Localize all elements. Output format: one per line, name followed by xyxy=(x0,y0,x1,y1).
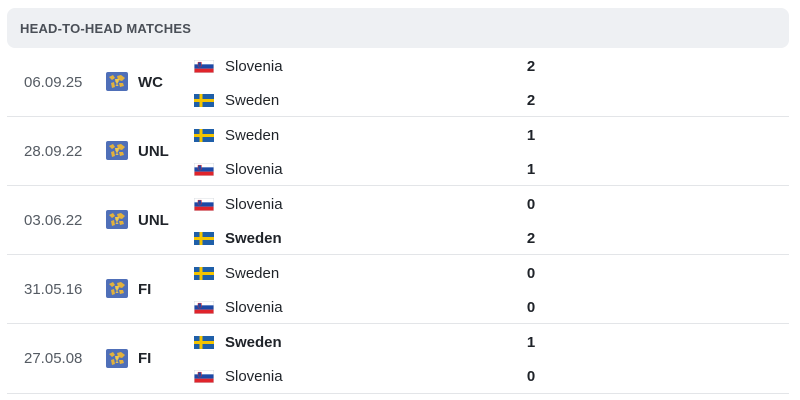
home-team: Sweden xyxy=(194,263,279,283)
match-row[interactable]: 03.06.22 UNL Slovenia Sweden 0 2 xyxy=(7,186,789,255)
match-date: 03.06.22 xyxy=(24,211,83,229)
world-map-trophy-icon xyxy=(106,348,128,368)
world-map-trophy-icon xyxy=(106,210,128,229)
home-team: Slovenia xyxy=(194,194,283,214)
away-score: 2 xyxy=(526,91,536,109)
match-row[interactable]: 06.09.25 WC Slovenia Sweden 2 2 xyxy=(7,48,789,117)
home-team: Sweden xyxy=(194,332,282,352)
match-date: 28.09.22 xyxy=(24,142,83,160)
team-name: Slovenia xyxy=(225,195,283,213)
competition-code: FI xyxy=(138,350,152,367)
slovenia-flag-icon xyxy=(194,369,214,383)
competition-code: FI xyxy=(138,280,152,298)
sweden-flag-icon xyxy=(194,128,214,142)
sweden-flag-icon xyxy=(194,266,214,280)
home-team: Slovenia xyxy=(194,56,283,76)
match-row[interactable]: 28.09.22 UNL Sweden Slovenia 1 1 xyxy=(7,117,789,186)
away-score: 2 xyxy=(526,229,536,247)
team-name: Sweden xyxy=(225,333,282,351)
away-score: 0 xyxy=(526,367,536,385)
away-team: Sweden xyxy=(194,90,279,110)
home-score: 0 xyxy=(526,264,536,282)
away-score: 1 xyxy=(526,160,536,178)
competition-code: UNL xyxy=(138,211,169,229)
match-date: 27.05.08 xyxy=(24,350,83,367)
away-score: 0 xyxy=(526,298,536,316)
slovenia-flag-icon xyxy=(194,197,214,211)
section-title: HEAD-TO-HEAD MATCHES xyxy=(20,20,192,36)
slovenia-flag-icon xyxy=(194,162,214,176)
team-name: Sweden xyxy=(225,91,280,109)
away-team: Slovenia xyxy=(194,159,283,179)
match-date: 31.05.16 xyxy=(24,280,83,298)
match-row[interactable]: 27.05.08 FI Sweden Slovenia 1 0 xyxy=(7,324,789,394)
home-score: 2 xyxy=(526,57,536,75)
team-name: Slovenia xyxy=(225,57,283,75)
sweden-flag-icon xyxy=(194,231,214,245)
sweden-flag-icon xyxy=(194,335,214,349)
sweden-flag-icon xyxy=(194,93,214,107)
team-name: Slovenia xyxy=(225,367,283,385)
world-map-trophy-icon xyxy=(106,279,128,298)
world-map-trophy-icon xyxy=(106,141,128,160)
match-row[interactable]: 31.05.16 FI Sweden Slovenia 0 0 xyxy=(7,255,789,324)
home-score: 1 xyxy=(526,333,536,351)
match-list: 06.09.25 WC Slovenia Sweden 2 2 28.09.22… xyxy=(7,48,789,394)
team-name: Slovenia xyxy=(225,298,283,316)
slovenia-flag-icon xyxy=(194,300,214,314)
competition-code: UNL xyxy=(138,142,169,160)
home-team: Sweden xyxy=(194,125,279,145)
team-name: Sweden xyxy=(225,264,280,282)
section-header: HEAD-TO-HEAD MATCHES xyxy=(7,8,789,48)
team-name: Sweden xyxy=(225,126,280,144)
slovenia-flag-icon xyxy=(194,59,214,73)
match-date: 06.09.25 xyxy=(24,73,83,91)
away-team: Slovenia xyxy=(194,297,283,317)
home-score: 0 xyxy=(526,195,536,213)
home-score: 1 xyxy=(526,126,536,144)
away-team: Sweden xyxy=(194,228,282,248)
away-team: Slovenia xyxy=(194,366,283,386)
competition-code: WC xyxy=(138,73,163,91)
team-name: Slovenia xyxy=(225,160,283,178)
team-name: Sweden xyxy=(225,229,282,247)
world-map-trophy-icon xyxy=(106,72,128,91)
